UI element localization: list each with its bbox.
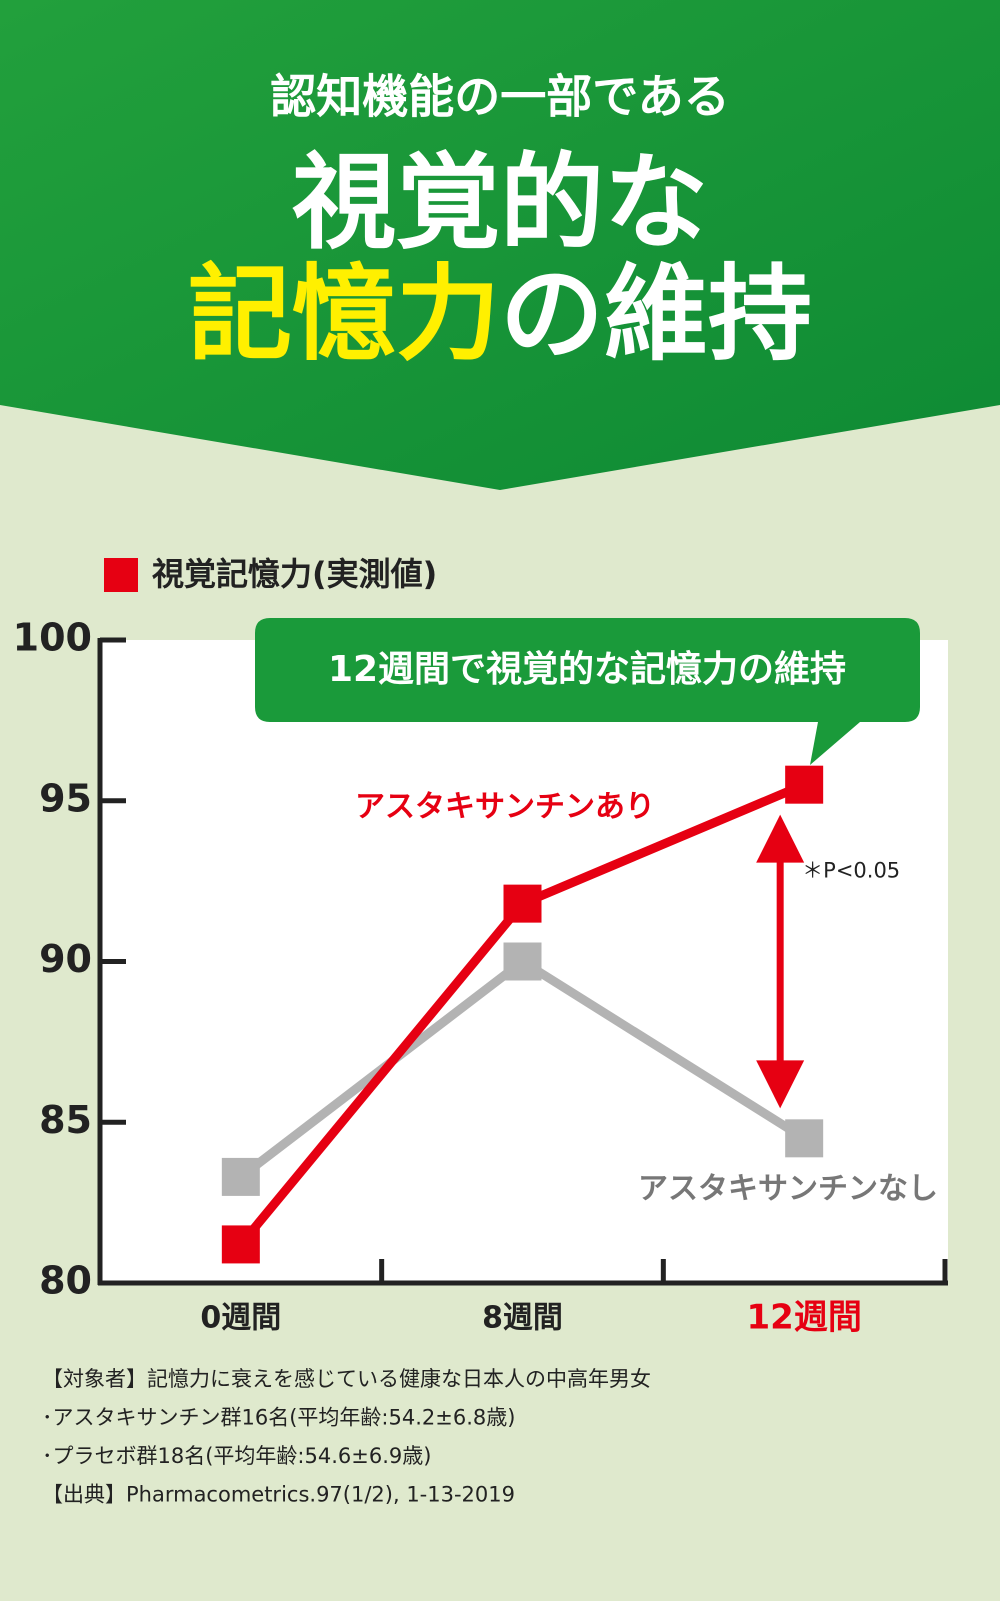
legend-swatch bbox=[104, 558, 138, 592]
header-line3: 記憶力の維持 bbox=[188, 253, 812, 375]
note: ･アスタキサンチン群16名(平均年齢:54.2±6.8歳) bbox=[42, 1406, 515, 1430]
x-tick-label: 0週間 bbox=[200, 1301, 281, 1336]
series-marker bbox=[221, 1157, 260, 1196]
series-marker bbox=[221, 1225, 260, 1264]
x-tick-label: 12週間 bbox=[747, 1298, 862, 1338]
header-highlight: 記憶力 bbox=[188, 253, 500, 375]
arrow-head bbox=[756, 814, 805, 863]
series-label: アスタキサンチンなし bbox=[638, 1172, 938, 1207]
header-rest: の維持 bbox=[500, 253, 812, 375]
series-marker bbox=[503, 942, 542, 981]
header-band bbox=[0, 0, 1000, 490]
notes: 【対象者】記憶力に衰えを感じている健康な日本人の中高年男女 ･アスタキサンチン群1… bbox=[42, 1367, 651, 1507]
legend-title: 視覚記憶力(実測値) bbox=[152, 555, 437, 593]
y-tick-label: 100 bbox=[13, 616, 92, 660]
callout-box bbox=[255, 618, 920, 765]
series-label: アスタキサンチンあり bbox=[355, 790, 655, 825]
series-marker bbox=[785, 1119, 824, 1158]
significance-label: ＊P<0.05 bbox=[802, 859, 900, 883]
y-tick-label: 95 bbox=[39, 776, 92, 820]
arrow-head bbox=[756, 1060, 805, 1109]
y-tick-label: 80 bbox=[39, 1259, 92, 1303]
header-line1: 認知機能の一部である bbox=[270, 70, 730, 124]
y-tick-label: 85 bbox=[39, 1098, 92, 1142]
y-tick-label: 90 bbox=[39, 937, 92, 981]
note: 【対象者】記憶力に衰えを感じている健康な日本人の中高年男女 bbox=[42, 1367, 651, 1391]
note: 【出典】Pharmacometrics.97(1/2), 1-13-2019 bbox=[42, 1483, 515, 1507]
header-line2: 視覚的な bbox=[292, 141, 708, 263]
note: ･プラセボ群18名(平均年齢:54.6±6.9歳) bbox=[42, 1444, 431, 1468]
callout-text: 12週間で視覚的な記憶力の維持 bbox=[328, 649, 846, 690]
x-tick-label: 8週間 bbox=[482, 1301, 563, 1336]
series-marker bbox=[503, 884, 542, 923]
series-marker bbox=[785, 765, 824, 804]
